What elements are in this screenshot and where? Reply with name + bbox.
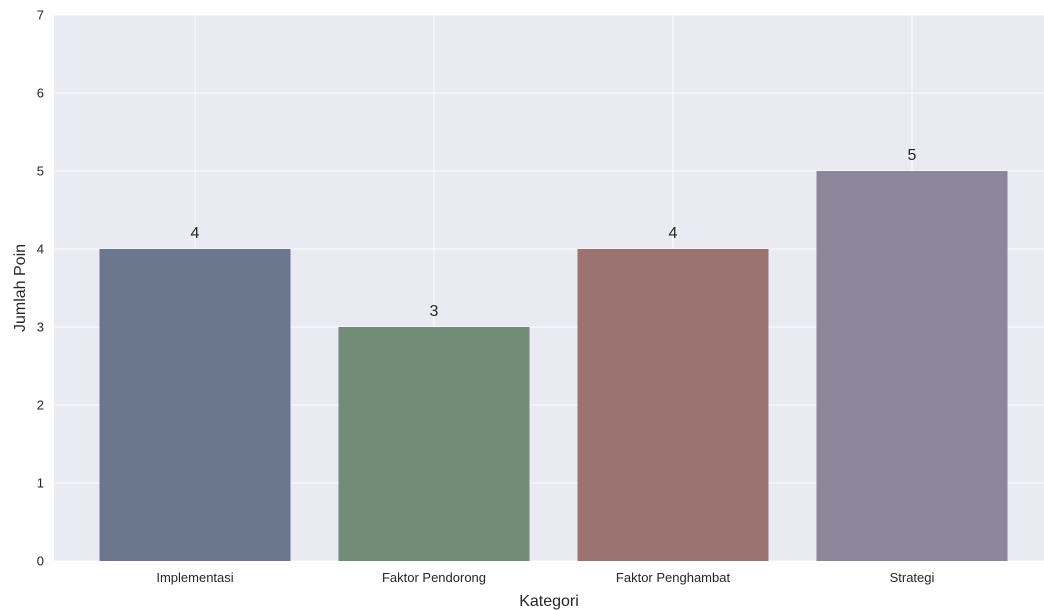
x-tick-label: Strategi — [890, 570, 935, 585]
y-tick-label: 5 — [37, 164, 44, 179]
y-tick-label: 4 — [37, 242, 44, 257]
bar-value-label: 4 — [669, 225, 678, 242]
x-tick-label: Faktor Penghambat — [616, 570, 731, 585]
y-tick-label: 7 — [37, 8, 44, 23]
y-tick-label: 3 — [37, 320, 44, 335]
y-tick-label: 6 — [37, 86, 44, 101]
bar — [577, 249, 769, 561]
y-axis-label: Jumlah Poin — [12, 244, 29, 332]
bars — [99, 171, 1008, 561]
y-axis-ticks: 0 1 2 3 4 5 6 7 — [37, 8, 44, 569]
x-axis-label: Kategori — [519, 593, 579, 610]
x-tick-label: Implementasi — [156, 570, 233, 585]
x-axis-ticks: Implementasi Faktor Pendorong Faktor Pengh… — [156, 570, 934, 585]
bar-value-label: 3 — [430, 303, 439, 320]
bar — [99, 249, 291, 561]
y-tick-label: 2 — [37, 398, 44, 413]
y-tick-label: 1 — [37, 476, 44, 491]
y-tick-label: 0 — [37, 554, 44, 569]
x-tick-label: Faktor Pendorong — [382, 570, 486, 585]
bar — [816, 171, 1008, 561]
data-labels: 4 3 4 5 — [191, 147, 917, 320]
bar-value-label: 4 — [191, 225, 200, 242]
bar — [338, 327, 530, 561]
bar-value-label: 5 — [908, 147, 917, 164]
